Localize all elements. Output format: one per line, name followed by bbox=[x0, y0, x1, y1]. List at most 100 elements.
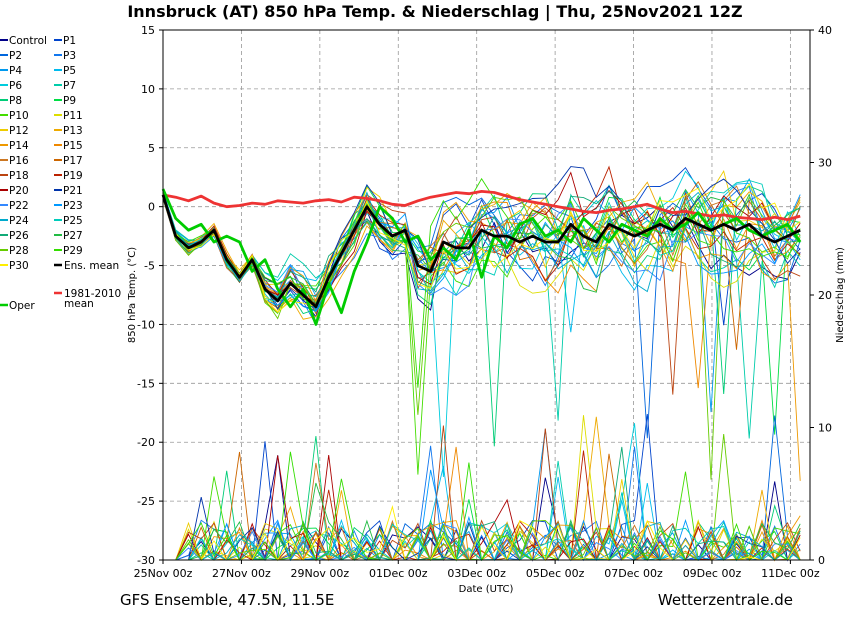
member-temp-line bbox=[162, 190, 801, 312]
y-tick-left-label: 10 bbox=[141, 83, 155, 96]
legend-item: P11 bbox=[54, 110, 83, 122]
legend-item: P24 bbox=[0, 215, 29, 227]
legend-label: P22 bbox=[9, 200, 29, 212]
legend-label: P15 bbox=[63, 140, 83, 152]
legend-item: P14 bbox=[0, 140, 29, 152]
legend: Control P1 P2 P3 P4 P5 P6 P7 P8 P9 P10 P11 P12 P13 P14… bbox=[0, 35, 121, 312]
y-tick-right-label: 20 bbox=[818, 289, 832, 302]
legend-item: P25 bbox=[54, 215, 83, 227]
ens-mean-line bbox=[161, 194, 801, 309]
oper-line bbox=[161, 188, 802, 326]
legend-item: P29 bbox=[54, 245, 83, 257]
legend-label: Ens. mean bbox=[64, 260, 119, 272]
y-tick-right-label: 40 bbox=[818, 24, 832, 37]
member-temp-line bbox=[162, 165, 801, 307]
legend-item: P19 bbox=[54, 170, 83, 182]
legend-label: P7 bbox=[63, 80, 76, 92]
legend-item: P16 bbox=[0, 155, 29, 167]
legend-label: P30 bbox=[9, 260, 29, 272]
legend-item-ens-mean: Ens. mean bbox=[54, 260, 119, 272]
legend-item: Control bbox=[0, 35, 47, 47]
y-tick-left-label: -15 bbox=[137, 377, 155, 390]
legend-item-oper: Oper bbox=[0, 300, 35, 312]
x-tick-label: 27Nov 00z bbox=[212, 567, 271, 580]
legend-label: P2 bbox=[9, 50, 22, 62]
x-tick-label: 03Dec 00z bbox=[447, 567, 506, 580]
highlighted-lines bbox=[161, 188, 802, 326]
y-axis-left-label: 850 hPa Temp. (°C) bbox=[127, 247, 138, 343]
y-tick-right-label: 10 bbox=[818, 422, 832, 435]
y-tick-right-label: 0 bbox=[818, 554, 825, 567]
y-tick-left-label: 5 bbox=[148, 142, 155, 155]
legend-label: P20 bbox=[9, 185, 29, 197]
legend-label: P23 bbox=[63, 200, 83, 212]
member-temp-line bbox=[162, 177, 801, 388]
legend-label: P1 bbox=[63, 35, 76, 47]
legend-label: P12 bbox=[9, 125, 29, 137]
x-tick-label: 11Dec 00z bbox=[761, 567, 820, 580]
y-axis-right-ticks: 40 30 20 10 0 bbox=[810, 24, 832, 567]
legend-item: P27 bbox=[54, 230, 83, 242]
x-tick-label: 09Dec 00z bbox=[683, 567, 742, 580]
legend-label: P14 bbox=[9, 140, 29, 152]
legend-item: P9 bbox=[54, 95, 76, 107]
y-tick-left-label: -5 bbox=[144, 260, 155, 273]
legend-label: P29 bbox=[63, 245, 83, 257]
legend-label: P18 bbox=[9, 170, 29, 182]
legend-label: P3 bbox=[63, 50, 76, 62]
legend-item: P21 bbox=[54, 185, 83, 197]
legend-label: P28 bbox=[9, 245, 29, 257]
legend-item: P15 bbox=[54, 140, 83, 152]
legend-label: 1981-2010 bbox=[64, 288, 121, 300]
legend-label: P19 bbox=[63, 170, 83, 182]
legend-item: P2 bbox=[0, 50, 22, 62]
legend-label: mean bbox=[64, 298, 94, 310]
y-tick-left-label: -30 bbox=[137, 554, 155, 567]
legend-item: P12 bbox=[0, 125, 29, 137]
y-tick-left-label: 15 bbox=[141, 24, 155, 37]
x-tick-label: 05Dec 00z bbox=[526, 567, 585, 580]
legend-label: P6 bbox=[9, 80, 22, 92]
legend-label: P21 bbox=[63, 185, 83, 197]
y-axis-right-label: Niederschlag (mm) bbox=[835, 247, 846, 343]
legend-item: P6 bbox=[0, 80, 22, 92]
legend-item: P26 bbox=[0, 230, 29, 242]
y-tick-right-label: 30 bbox=[818, 157, 832, 170]
legend-label: P8 bbox=[9, 95, 22, 107]
legend-item: P1 bbox=[54, 35, 76, 47]
member-temp-line bbox=[162, 183, 801, 313]
legend-label: P10 bbox=[9, 110, 29, 122]
y-axis-left-ticks: 15 10 5 0 -5 -10 -15 -20 -25 -30 bbox=[137, 24, 163, 567]
legend-label: P24 bbox=[9, 215, 29, 227]
legend-item: P18 bbox=[0, 170, 29, 182]
plot-area bbox=[161, 29, 811, 562]
legend-label: P13 bbox=[63, 125, 83, 137]
y-tick-left-label: 0 bbox=[148, 201, 155, 214]
legend-label: P27 bbox=[63, 230, 83, 242]
legend-item: P7 bbox=[54, 80, 76, 92]
legend-item: P8 bbox=[0, 95, 22, 107]
legend-label: P26 bbox=[9, 230, 29, 242]
y-tick-left-label: -10 bbox=[137, 318, 155, 331]
plot-frame bbox=[163, 30, 810, 560]
legend-item: P17 bbox=[54, 155, 83, 167]
x-tick-label: 25Nov 00z bbox=[134, 567, 193, 580]
legend-label: P17 bbox=[63, 155, 83, 167]
legend-item: P28 bbox=[0, 245, 29, 257]
footer-left: GFS Ensemble, 47.5N, 11.5E bbox=[120, 591, 334, 609]
legend-item: P30 bbox=[0, 260, 29, 272]
legend-label: P9 bbox=[63, 95, 76, 107]
x-axis-ticks: 25Nov 00z 27Nov 00z 29Nov 00z 01Dec 00z 03De… bbox=[134, 560, 820, 580]
chart-title: Innsbruck (AT) 850 hPa Temp. & Niedersch… bbox=[127, 2, 742, 22]
y-tick-left-label: -25 bbox=[137, 495, 155, 508]
legend-item: P22 bbox=[0, 200, 29, 212]
legend-item: P10 bbox=[0, 110, 29, 122]
legend-item: P4 bbox=[0, 65, 22, 77]
legend-label: P4 bbox=[9, 65, 22, 77]
legend-label: Oper bbox=[9, 300, 35, 312]
x-axis-label: Date (UTC) bbox=[459, 584, 514, 595]
x-tick-label: 07Dec 00z bbox=[604, 567, 663, 580]
legend-label: Control bbox=[9, 35, 47, 47]
